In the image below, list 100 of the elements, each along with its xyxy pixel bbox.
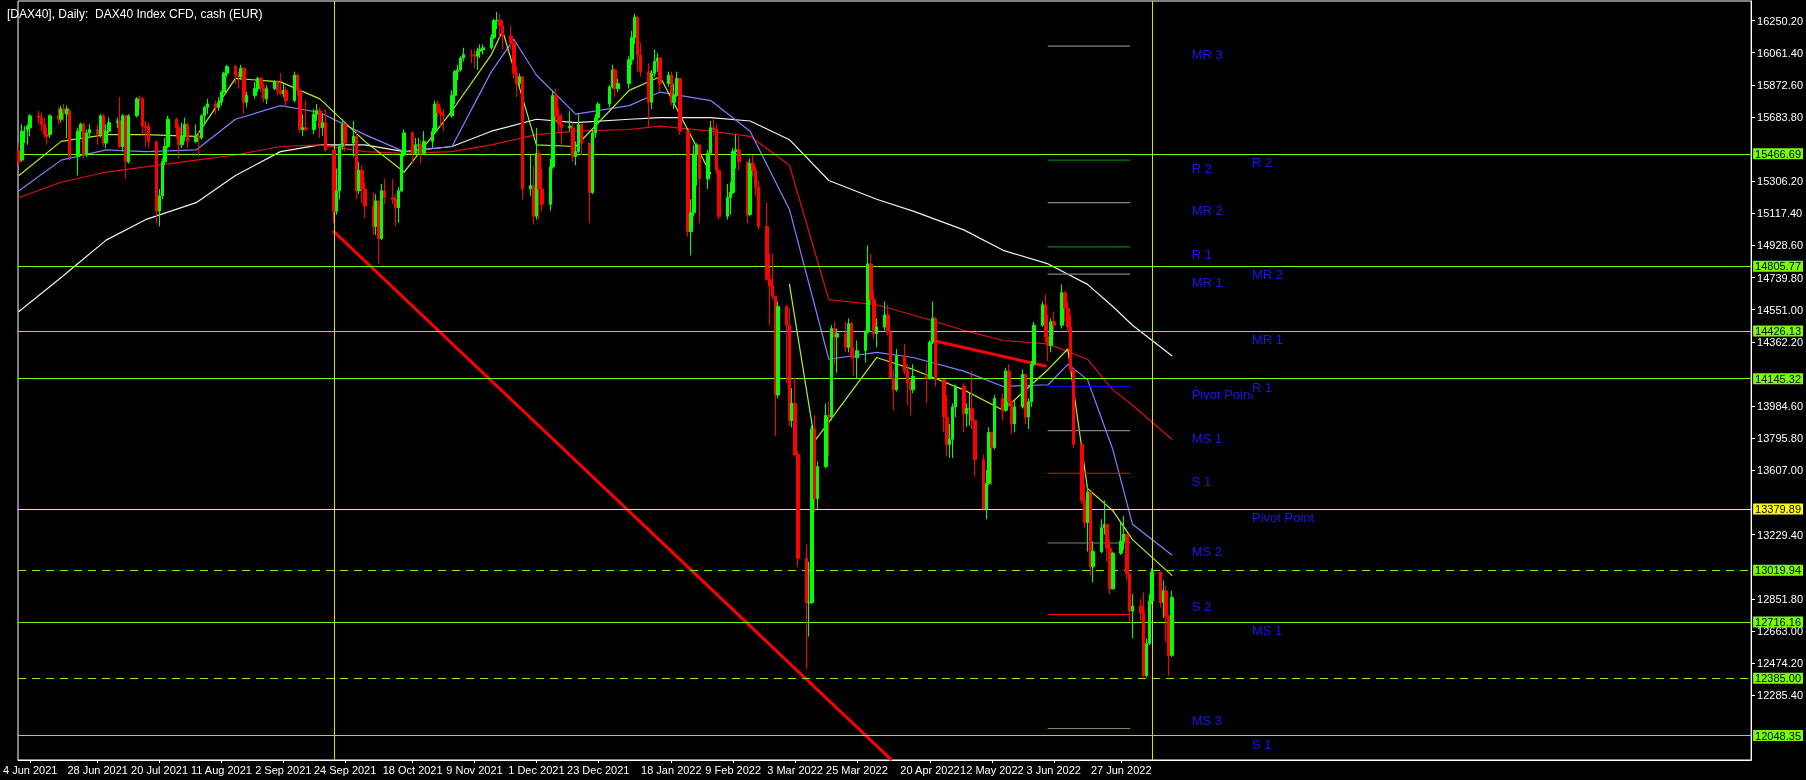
candlestick [234, 64, 237, 85]
candlestick [147, 122, 150, 149]
candlestick [65, 105, 69, 139]
y-tick-label: 16250.20 [1757, 14, 1804, 27]
candlestick [282, 83, 285, 98]
candlestick [265, 84, 268, 105]
candlestick [293, 71, 296, 103]
candlestick [827, 401, 831, 457]
candlestick [417, 137, 420, 156]
candlestick [616, 77, 620, 93]
candlestick [1024, 374, 1027, 425]
candlestick [1091, 540, 1095, 583]
candlestick [925, 362, 929, 404]
candlestick [380, 183, 383, 241]
x-tick-label: 18 Jan 2022 [641, 763, 702, 776]
annotation: R 2 [1252, 154, 1273, 170]
candlestick [636, 16, 639, 73]
candlestick [318, 106, 322, 139]
candlestick [85, 128, 88, 158]
ref-line-label: 13019.94 [1755, 564, 1802, 577]
candlestick [698, 144, 701, 224]
y-tick-label: 13607.00 [1757, 464, 1804, 477]
x-tick-label: 9 Nov 2021 [446, 763, 503, 776]
candlestick [1049, 317, 1053, 353]
candlestick [343, 122, 347, 153]
candlestick [656, 52, 659, 73]
candlestick [422, 130, 426, 156]
candlestick [895, 348, 898, 393]
candlestick [102, 113, 105, 147]
candlestick [76, 127, 80, 176]
candlestick [48, 113, 52, 139]
y-tick-label: 14928.60 [1757, 239, 1804, 252]
candlestick [537, 149, 541, 221]
candlestick [830, 324, 833, 421]
candlestick [414, 137, 417, 156]
text: S 1 [1191, 473, 1212, 489]
candlestick [748, 157, 752, 217]
y-tick-label: 12474.20 [1757, 657, 1804, 670]
text: MR 1 [1191, 274, 1223, 290]
candlestick [993, 394, 996, 450]
y-tick-label: 13984.60 [1757, 400, 1804, 413]
candlestick [186, 122, 189, 149]
candlestick [180, 122, 184, 149]
candlestick [824, 402, 828, 469]
candlestick [529, 154, 532, 197]
candlestick [332, 149, 336, 224]
candlestick [613, 67, 617, 98]
x-tick-label: 24 Sep 2021 [313, 763, 377, 776]
annotation: MS 1 [1252, 622, 1283, 638]
candlestick [245, 91, 248, 108]
candlestick [982, 454, 985, 510]
candlestick [1013, 399, 1016, 433]
candlestick [816, 460, 819, 510]
y-tick-label: 12663.00 [1757, 625, 1804, 637]
candlestick [580, 123, 583, 156]
candlestick [59, 105, 63, 124]
candlestick [312, 108, 316, 136]
text: MR 2 [1191, 203, 1223, 219]
candlestick [670, 71, 673, 107]
x-tick-label: 18 Oct 2021 [382, 763, 443, 776]
candlestick [96, 123, 99, 146]
annotation: MR 1 [1252, 331, 1284, 347]
x-tick-label: 2 Sep 2021 [255, 763, 312, 776]
ref-line-label: 14145.32 [1755, 372, 1802, 385]
x-tick-label: 20 Apr 2022 [900, 763, 960, 776]
candlestick [304, 100, 308, 132]
candlestick [844, 321, 847, 353]
candlestick [1162, 579, 1165, 619]
candlestick [667, 71, 670, 88]
candlestick [813, 414, 816, 513]
candlestick [1060, 283, 1064, 330]
candlestick [568, 110, 572, 132]
candlestick [284, 86, 288, 108]
candlestick [1159, 571, 1162, 609]
candlestick [737, 135, 741, 171]
annotation: MR 2 [1252, 267, 1284, 283]
y-tick-label: 13229.40 [1757, 528, 1804, 541]
line-series [18, 125, 1173, 440]
ref-line-label: 12385.00 [1755, 672, 1802, 685]
text: MS 1 [1191, 431, 1223, 447]
candlestick [476, 47, 479, 71]
ref-line-label: 14805.77 [1755, 260, 1802, 273]
candlestick [324, 108, 327, 153]
x-tick-label: 4 Jun 2021 [2, 763, 58, 776]
candlestick [352, 120, 355, 158]
x-tick-label: 28 Jun 2021 [67, 763, 128, 776]
x-tick-label: 23 Dec 2021 [567, 763, 630, 776]
candlestick [301, 113, 305, 137]
ref-line-label: 14426.13 [1755, 324, 1802, 337]
x-tick-label: 3 Jun 2022 [1026, 763, 1081, 776]
candlestick [279, 72, 282, 96]
candlestick [197, 130, 201, 158]
text: MS 2 [1191, 543, 1223, 559]
candlestick [411, 130, 414, 165]
candlestick [833, 321, 836, 365]
candlestick [835, 328, 839, 374]
candlestick [82, 122, 85, 159]
candlestick [253, 81, 257, 100]
y-tick-label: 15306.20 [1757, 175, 1804, 188]
candlestick [135, 96, 139, 119]
